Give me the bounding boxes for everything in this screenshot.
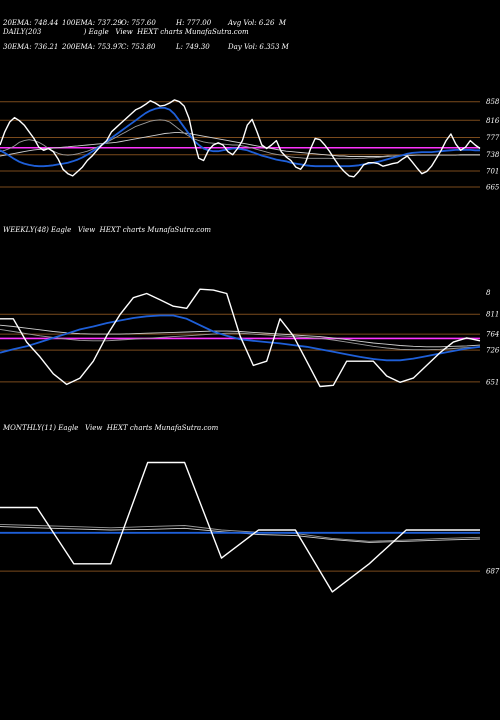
ema20-label: 20EMA: 748.44 [3,19,59,27]
daily-tick-label: 665 [486,183,500,191]
daily-tick-label: 738 [486,151,500,159]
monthly-tick-label: 687 [486,568,500,576]
close-label: C: 753.80 [121,43,156,51]
header-col3: O: 757.60 C: 753.80 [121,3,156,59]
weekly-tick-label: 811 [486,311,499,319]
monthly-ema_gray-series [0,523,481,542]
header-col2: 100EMA: 737.29 200EMA: 753.97 [62,3,122,59]
weekly-panel-label: WEEKLY(48) Eagle View HEXT charts Munafa… [3,226,212,234]
daily-tick-label: 858 [486,98,500,106]
monthly-panel-label: MONTHLY(11) Eagle View HEXT charts Munaf… [3,424,219,432]
weekly-tick-label: 651 [486,378,499,386]
header-col1: 20EMA: 748.44 30EMA: 736.21 [3,3,58,59]
daily-price-series [0,99,481,178]
daily-tick-label: 816 [486,117,500,125]
daily-tick-label: 777 [486,134,500,142]
header-col5: Avg Vol: 6.26 M Day Vol: 6.353 M [228,3,289,59]
high-label: H: 777.00 [176,19,212,27]
header-col4: H: 777.00 L: 749.30 [176,3,211,59]
weekly-ema_blue-series [0,314,481,362]
weekly-tick-label-top: 8 [486,289,491,297]
avg-vol-label: Avg Vol: 6.26 M [228,19,287,27]
daily-ema_blue-series [0,107,480,168]
day-vol-label: Day Vol: 6.353 M [228,43,289,51]
low-label: L: 749.30 [176,43,210,51]
daily-tick-label: 701 [486,168,499,176]
daily-panel-label: DAILY(203 ) Eagle View HEXT charts Munaf… [3,28,249,36]
open-label: O: 757.60 [121,19,156,27]
ema200-label: 200EMA: 753.97 [62,43,122,51]
ema30-label: 30EMA: 736.21 [3,43,59,51]
weekly-price-series [0,288,481,388]
weekly-ema_gray-series [0,328,481,351]
monthly-price-series [0,461,480,593]
weekly-tick-label: 764 [486,331,499,339]
ema100-label: 100EMA: 737.29 [62,19,122,27]
weekly-ema_gray2-series [0,324,481,348]
weekly-tick-label: 726 [486,347,500,355]
